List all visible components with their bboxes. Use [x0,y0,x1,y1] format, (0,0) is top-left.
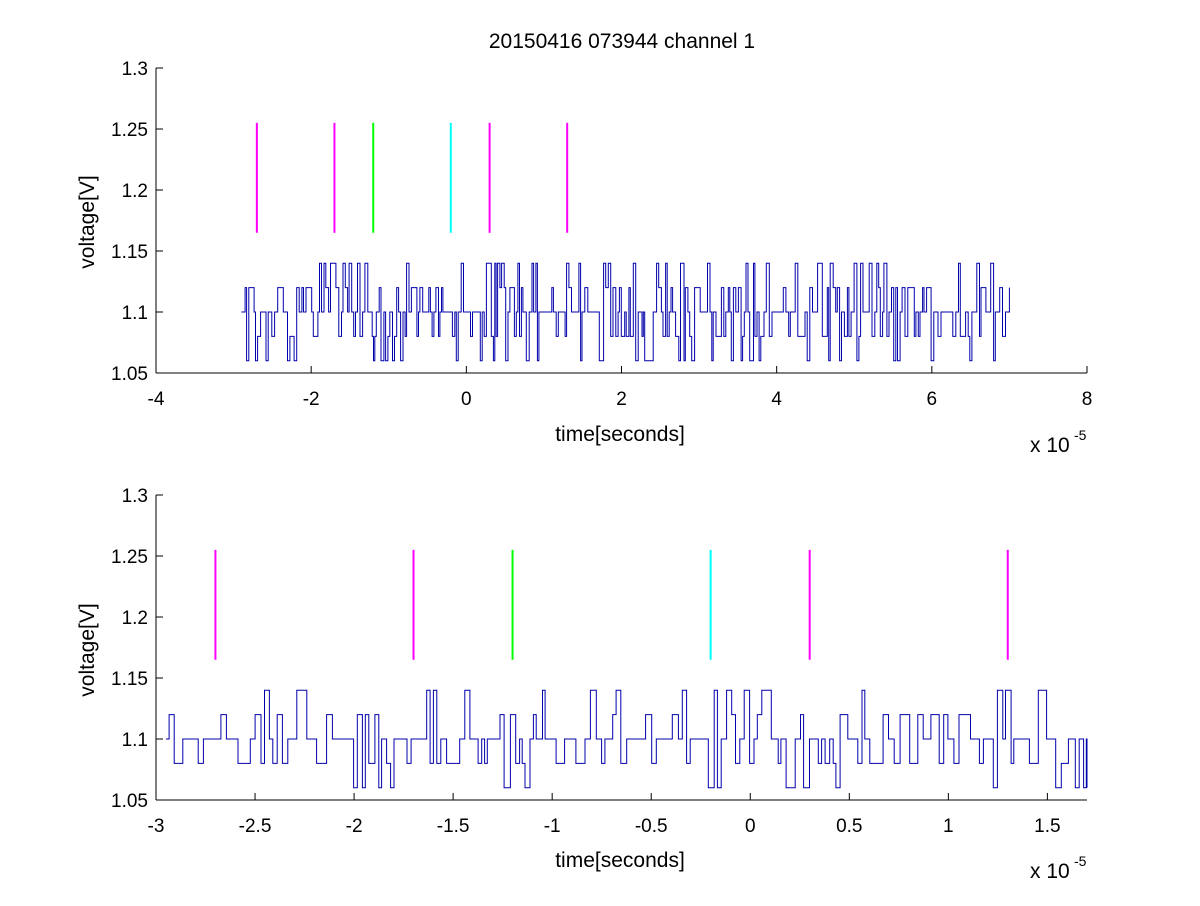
bottom-x-tick-label: -3 [148,816,165,837]
top-y-tick-label: 1.15 [111,242,148,263]
top-y-tick-label: 1.25 [111,120,148,141]
bottom-signal-series [165,689,1088,789]
bottom-x-tick-label: -0.5 [635,816,668,837]
bottom-y-axis-label: voltage[V] [76,603,99,696]
top-x-axis-label: time[seconds] [555,423,685,446]
bottom-x-exponent-power: -5 [1074,853,1087,869]
top-y-tick-label: 1.3 [122,59,148,80]
top-x-tick-label: 8 [1082,389,1093,410]
top-signal-series [241,262,1010,362]
bottom-y-tick-label: 1.25 [111,547,148,568]
bottom-x-tick-label: -2 [346,816,363,837]
bottom-x-axis-label: time[seconds] [555,849,685,872]
top-y-tick-label: 1.05 [111,364,148,385]
top-x-tick-label: 0 [461,389,472,410]
bottom-x-tick-label: 1.5 [1034,816,1060,837]
bottom-y-tick-label: 1.1 [122,730,148,751]
bottom-x-tick-label: -2.5 [239,816,272,837]
top-x-tick-label: 2 [616,389,627,410]
top-x-tick-label: -2 [303,389,320,410]
top-y-tick-label: 1.2 [122,181,148,202]
bottom-x-exponent-label: x 10 [1030,860,1070,883]
top-x-exponent-label: x 10 [1030,434,1070,457]
bottom-x-tick-label: -1.5 [437,816,470,837]
top-x-exponent-power: -5 [1074,427,1087,443]
bottom-x-tick-label: 1 [943,816,954,837]
top-x-tick-label: 4 [771,389,782,410]
top-x-tick-label: 6 [927,389,938,410]
top-y-tick-label: 1.1 [122,303,148,324]
bottom-y-tick-label: 1.2 [122,608,148,629]
top-y-axis-label: voltage[V] [76,175,99,268]
bottom-x-tick-label: -1 [544,816,561,837]
bottom-y-tick-label: 1.3 [122,486,148,507]
bottom-subplot: voltage[V] time[seconds] x 10 -5 -3 -2.5 -… [76,486,1088,883]
top-subplot: 20150416 073944 channel 1 voltage[V] tim… [76,30,1092,457]
bottom-y-tick-label: 1.05 [111,791,148,812]
bottom-y-tick-label: 1.15 [111,669,148,690]
chart-title: 20150416 073944 channel 1 [489,30,755,53]
top-x-tick-label: -4 [148,389,165,410]
bottom-x-tick-label: 0 [745,816,756,837]
bottom-x-tick-label: 0.5 [836,816,862,837]
